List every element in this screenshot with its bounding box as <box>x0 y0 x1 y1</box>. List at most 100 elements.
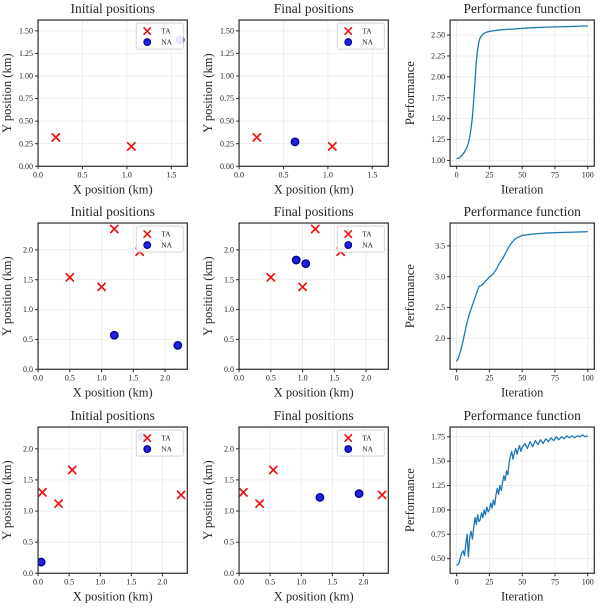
na-marker <box>354 488 364 498</box>
y-tick-label: 0.25 <box>19 139 33 148</box>
y-tick-label: 1.50 <box>431 114 445 123</box>
legend-na-label: NA <box>363 38 374 47</box>
legend-na-marker <box>143 241 152 250</box>
subplot-exp3-performance-function: 0 25 50 75 100 0.50 0.75 1.00 1.25 1.50 1.75 Perfor… <box>403 407 604 610</box>
y-tick-label: 0.25 <box>220 139 234 148</box>
x-axis-label: X position (km) <box>274 589 354 603</box>
x-tick-label: 1.0 <box>298 374 308 383</box>
x-tick-label: 1.0 <box>95 577 105 586</box>
x-tick-label: 50 <box>518 577 526 586</box>
ta-marker <box>67 465 77 475</box>
y-tick-label: 2.0 <box>23 444 33 453</box>
data-series <box>455 433 588 566</box>
plot-area <box>238 426 390 574</box>
legend: TA NA <box>135 22 184 50</box>
y-tick-label: 1.25 <box>220 49 234 58</box>
ta-marker <box>269 465 279 475</box>
x-tick-label: 50 <box>518 170 526 179</box>
plot-area <box>37 19 188 167</box>
x-axis-label: X position (km) <box>73 589 153 603</box>
y-tick-label: 3.5 <box>435 242 445 251</box>
y-tick-label: 0.00 <box>19 162 33 171</box>
plot-area <box>449 222 595 371</box>
legend-na-marker <box>143 444 152 453</box>
y-tick-label: 1.00 <box>220 72 234 81</box>
legend-ta-marker <box>344 230 353 239</box>
ta-marker <box>266 273 276 283</box>
x-tick-label: 2.0 <box>157 577 167 586</box>
y-tick-label: 0.5 <box>224 537 234 546</box>
legend-na-marker <box>344 444 353 453</box>
legend: TA NA <box>337 225 386 253</box>
y-axis-label: Y position (km) <box>0 53 14 132</box>
x-tick-label: 0.5 <box>64 577 74 586</box>
chart-canvas: 0 25 50 75 100 1.00 1.25 1.50 1.75 2.00 2.25 2.50 Pe… <box>403 1 595 196</box>
x-tick-label: 25 <box>485 577 493 586</box>
axis-ticks: 0.0 0.5 1.0 1.5 2.0 0.0 0.5 1.0 1.5 2.0 <box>23 246 170 383</box>
legend: TA NA <box>135 225 184 253</box>
chart-title: Initial positions <box>70 408 154 423</box>
chart-canvas: 0.0 0.5 1.0 1.5 0.00 0.25 0.50 0.75 1.00 1.25 1.50… <box>0 1 188 196</box>
ta-marker <box>377 490 387 499</box>
chart-canvas: 0.0 0.5 1.0 1.5 2.0 0.0 0.5 1.0 1.5 2.0 Initial po… <box>0 204 188 400</box>
ta-marker <box>239 487 249 497</box>
plot-area <box>37 426 188 574</box>
subplot-exp1-final-positions: 0.0 0.5 1.0 1.5 0.00 0.25 0.50 0.75 1.00 1.25 1.50… <box>201 0 402 203</box>
legend: TA NA <box>337 429 386 457</box>
y-tick-label: 0.00 <box>220 162 234 171</box>
legend-na-label: NA <box>161 38 172 47</box>
ta-marker <box>252 132 262 142</box>
x-axis-label: Iteration <box>501 589 544 603</box>
y-tick-label: 0.50 <box>431 554 445 563</box>
subplot-exp3-initial-positions: 0.0 0.5 1.0 1.5 2.0 0.0 0.5 1.0 1.5 2.0 Initial po… <box>0 407 201 610</box>
legend-ta-label: TA <box>363 433 373 442</box>
y-tick-label: 1.50 <box>19 26 33 35</box>
chart-title: Final positions <box>274 408 354 423</box>
x-tick-label: 2.0 <box>361 374 371 383</box>
performance-line <box>456 25 588 160</box>
subplot-exp2-initial-positions: 0.0 0.5 1.0 1.5 2.0 0.0 0.5 1.0 1.5 2.0 Initial po… <box>0 203 201 406</box>
x-axis-label: Iteration <box>501 386 544 400</box>
chart-title: Initial positions <box>70 204 154 219</box>
performance-line <box>455 231 588 362</box>
legend-ta-label: TA <box>161 230 171 239</box>
x-tick-label: 0.5 <box>265 577 275 586</box>
x-axis-label: X position (km) <box>73 386 153 400</box>
y-tick-label: 2.0 <box>224 444 234 453</box>
legend-na-marker <box>344 241 353 250</box>
legend-na-marker <box>344 38 353 46</box>
x-tick-label: 0.5 <box>279 170 289 179</box>
y-tick-label: 1.50 <box>431 456 445 465</box>
x-tick-label: 0.5 <box>77 170 87 179</box>
y-tick-label: 1.75 <box>431 93 445 102</box>
y-tick-label: 1.0 <box>224 506 234 515</box>
y-tick-label: 2.5 <box>435 303 445 312</box>
y-tick-label: 1.25 <box>19 49 33 58</box>
y-tick-label: 2.25 <box>431 52 445 61</box>
x-tick-label: 75 <box>551 577 559 586</box>
subplot-exp2-final-positions: 0.0 0.5 1.0 1.5 2.0 0.0 0.5 1.0 1.5 2.0 Final posi… <box>201 203 402 406</box>
x-tick-label: 1.5 <box>368 170 378 179</box>
y-tick-label: 1.25 <box>431 135 445 144</box>
chart-title: Initial positions <box>70 1 154 16</box>
x-tick-label: 1.5 <box>328 577 338 586</box>
y-tick-label: 2.00 <box>431 72 445 81</box>
chart-canvas: 0.0 0.5 1.0 1.5 2.0 0.0 0.5 1.0 1.5 2.0 Initial po… <box>0 408 188 603</box>
axis-ticks: 0.0 0.5 1.0 1.5 0.00 0.25 0.50 0.75 1.00 1.25 1.50 <box>19 26 176 179</box>
x-tick-label: 25 <box>485 170 493 179</box>
plot-area <box>238 222 390 371</box>
y-tick-label: 2.0 <box>23 246 33 255</box>
y-tick-label: 0.75 <box>431 530 445 539</box>
legend: TA NA <box>337 22 386 50</box>
y-tick-label: 1.0 <box>224 306 234 315</box>
subplot-exp1-performance-function: 0 25 50 75 100 1.00 1.25 1.50 1.75 2.00 2.25 2.50 Pe… <box>403 0 604 203</box>
y-axis-label: Performance <box>403 467 417 531</box>
x-tick-label: 0 <box>454 374 458 383</box>
y-axis-label: Performance <box>403 264 417 328</box>
x-tick-label: 1.5 <box>330 374 340 383</box>
y-axis-label: Performance <box>403 61 417 125</box>
na-marker <box>301 259 311 269</box>
gridlines <box>449 426 594 573</box>
na-marker <box>315 492 325 502</box>
y-tick-label: 0.0 <box>23 365 33 374</box>
